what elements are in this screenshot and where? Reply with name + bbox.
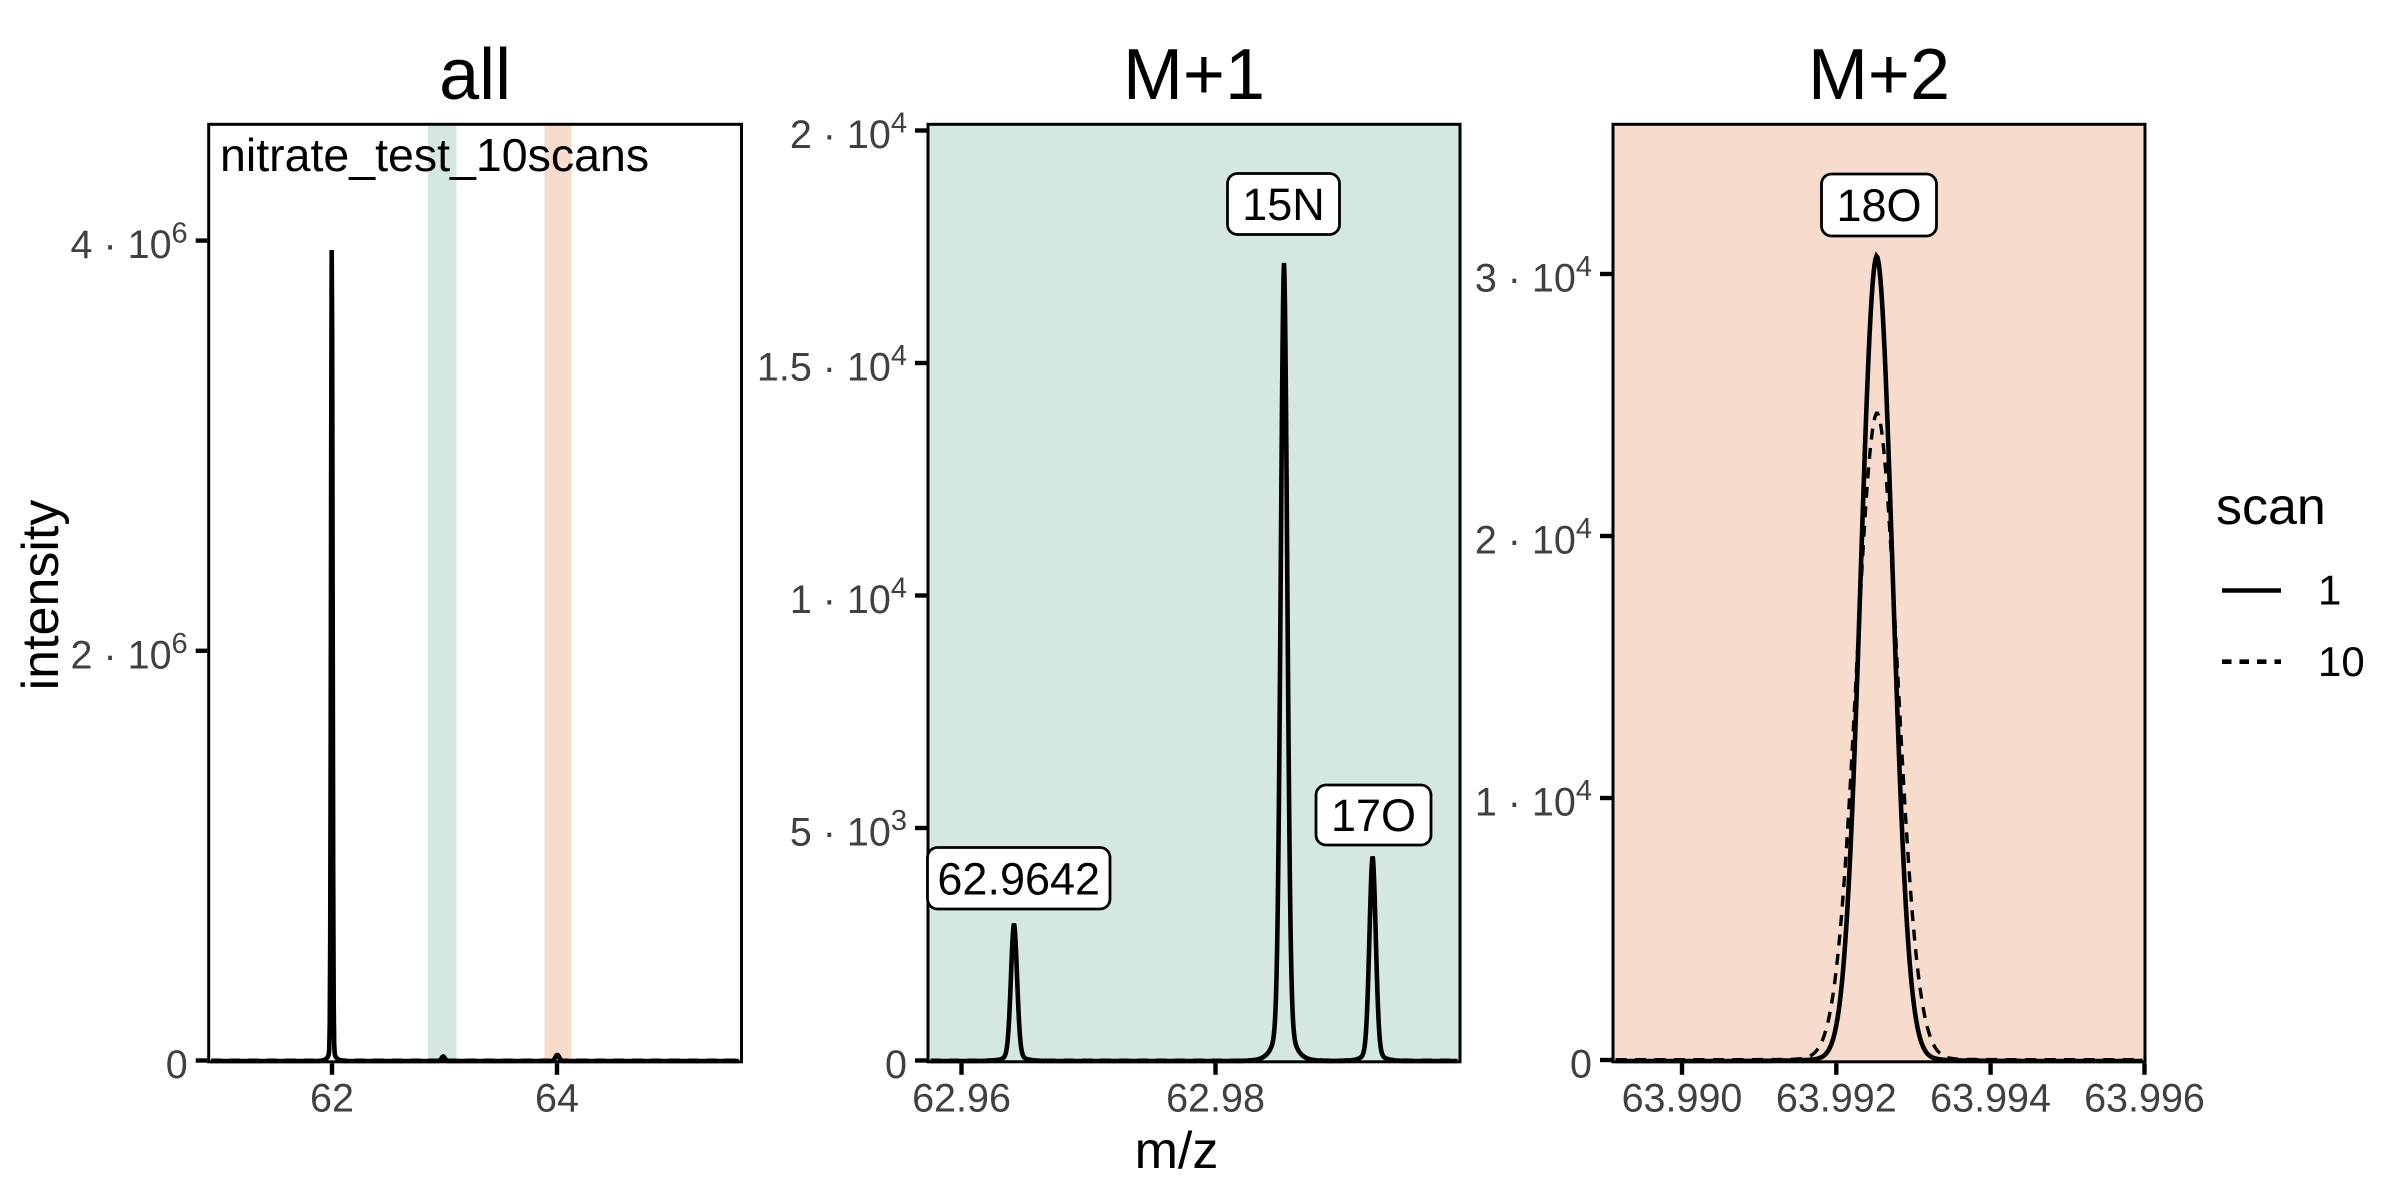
svg-text:0: 0 xyxy=(1570,1043,1592,1087)
svg-text:intensity: intensity xyxy=(12,500,70,691)
svg-text:2 · 104: 2 · 104 xyxy=(1475,513,1592,563)
svg-text:17O: 17O xyxy=(1331,790,1416,841)
svg-text:1 · 104: 1 · 104 xyxy=(1475,775,1592,825)
svg-text:5 · 103: 5 · 103 xyxy=(790,805,907,855)
svg-text:scan: scan xyxy=(2216,478,2326,536)
svg-text:2 · 104: 2 · 104 xyxy=(790,108,907,158)
svg-text:4 · 106: 4 · 106 xyxy=(71,218,188,268)
svg-text:1.5 · 104: 1.5 · 104 xyxy=(757,340,907,390)
svg-text:nitrate_test_10scans: nitrate_test_10scans xyxy=(220,129,649,181)
svg-text:M+2: M+2 xyxy=(1808,35,1950,115)
svg-text:M+1: M+1 xyxy=(1123,35,1265,115)
svg-text:0: 0 xyxy=(885,1043,907,1087)
svg-text:64: 64 xyxy=(535,1077,579,1121)
svg-text:62.9642: 62.9642 xyxy=(937,853,1100,904)
svg-text:m/z: m/z xyxy=(1135,1122,1219,1180)
svg-text:63.996: 63.996 xyxy=(2084,1077,2205,1121)
svg-text:63.992: 63.992 xyxy=(1776,1077,1897,1121)
svg-text:10: 10 xyxy=(2318,638,2365,685)
svg-text:0: 0 xyxy=(166,1043,188,1087)
svg-text:63.990: 63.990 xyxy=(1622,1077,1743,1121)
svg-text:63.994: 63.994 xyxy=(1930,1077,2051,1121)
svg-text:62: 62 xyxy=(310,1077,354,1121)
svg-text:3 · 104: 3 · 104 xyxy=(1475,251,1592,301)
svg-text:15N: 15N xyxy=(1242,179,1325,230)
svg-text:1: 1 xyxy=(2318,567,2341,614)
svg-text:62.96: 62.96 xyxy=(912,1077,1011,1121)
svg-text:2 · 106: 2 · 106 xyxy=(71,628,188,678)
svg-text:1 · 104: 1 · 104 xyxy=(790,573,907,623)
svg-text:all: all xyxy=(439,35,511,115)
svg-text:18O: 18O xyxy=(1836,180,1921,231)
svg-text:62.98: 62.98 xyxy=(1166,1077,1265,1121)
